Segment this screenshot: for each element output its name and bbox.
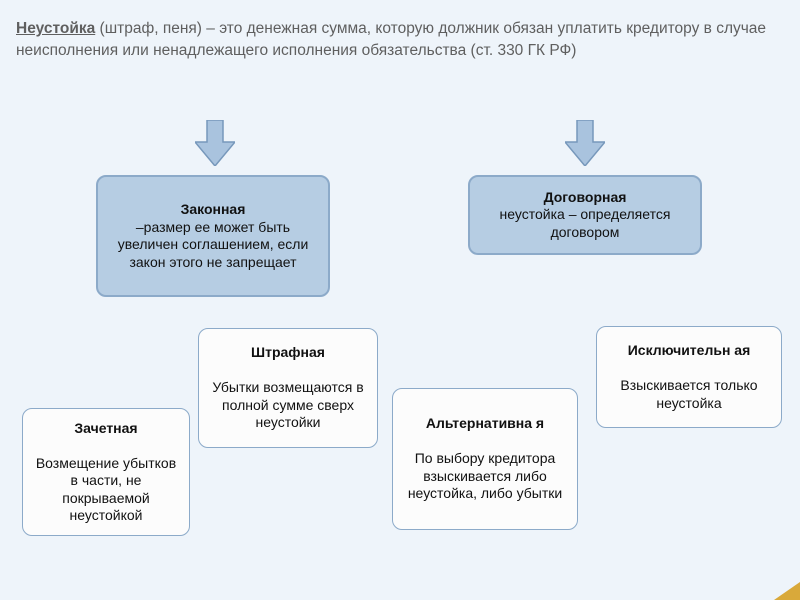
- term-definition: (штраф, пеня) – это денежная сумма, кото…: [16, 20, 766, 59]
- box-dogovornaya-text: неустойка – определяется договором: [480, 206, 690, 241]
- box-zakonnaya-bold: Законная: [181, 201, 246, 219]
- box-dogovornaya-bold: Договорная: [544, 189, 627, 207]
- box-shtrafnaya-bold: Штрафная: [251, 344, 325, 362]
- arrow-down-right: [565, 120, 605, 166]
- arrow-down-left: [195, 120, 235, 166]
- term-word: Неустойка: [16, 20, 95, 37]
- corner-triangle-icon: [774, 582, 800, 600]
- box-alternativnaya: Альтернативна я По выбору кредитора взыс…: [392, 388, 578, 530]
- box-zachetnaya-text: Возмещение убытков в части, не покрываем…: [33, 455, 179, 525]
- box-zakonnaya-text: –размер ее может быть увеличен соглашени…: [108, 219, 318, 272]
- box-alternativnaya-bold: Альтернативна я: [426, 415, 544, 433]
- box-isklyuchitelnaya: Исключительн ая Взыскивается только неус…: [596, 326, 782, 428]
- box-alternativnaya-text: По выбору кредитора взыскивается либо не…: [403, 450, 567, 503]
- box-isklyuchitelnaya-bold: Исключительн ая: [628, 342, 751, 360]
- definition-title: Неустойка (штраф, пеня) – это денежная с…: [16, 18, 784, 61]
- box-zachetnaya-bold: Зачетная: [74, 420, 137, 438]
- box-zakonnaya: Законная –размер ее может быть увеличен …: [96, 175, 330, 297]
- box-shtrafnaya-text: Убытки возмещаются в полной сумме сверх …: [209, 379, 367, 432]
- box-dogovornaya: Договорная неустойка – определяется дого…: [468, 175, 702, 255]
- box-isklyuchitelnaya-text: Взыскивается только неустойка: [607, 377, 771, 412]
- box-zachetnaya: Зачетная Возмещение убытков в части, не …: [22, 408, 190, 536]
- box-shtrafnaya: Штрафная Убытки возмещаются в полной сум…: [198, 328, 378, 448]
